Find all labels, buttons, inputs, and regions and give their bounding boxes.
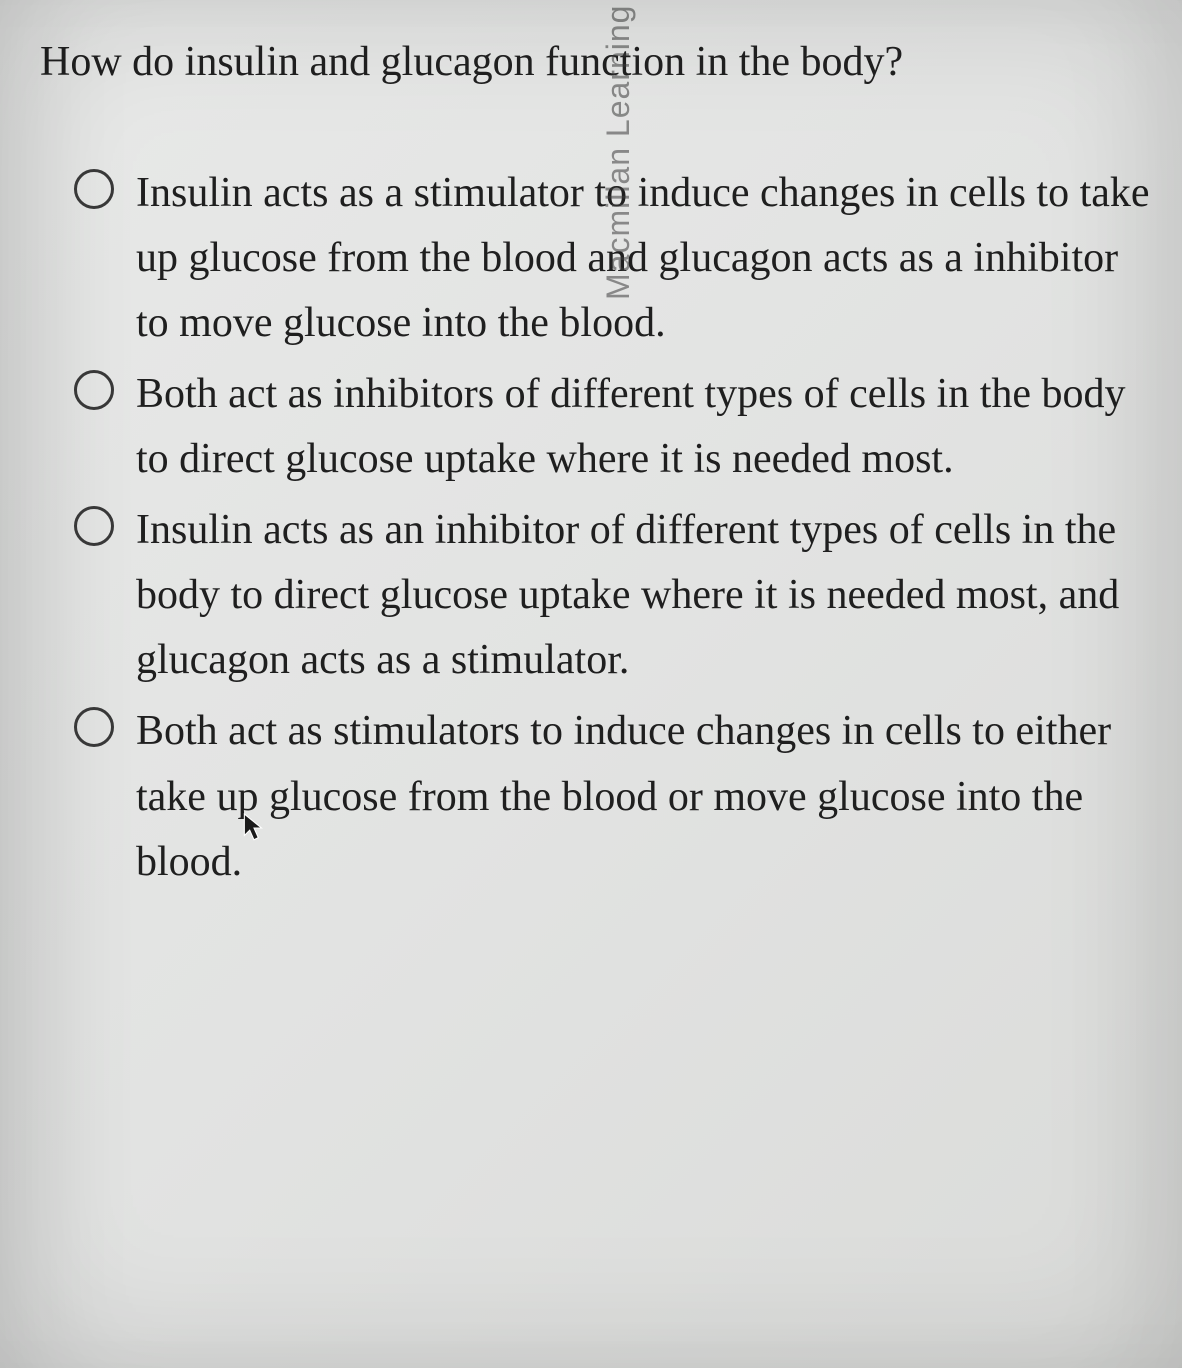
option-2-text: Both act as inhibitors of different type…	[136, 362, 1152, 492]
option-3-text: Insulin acts as an inhibitor of differen…	[136, 498, 1152, 693]
radio-icon[interactable]	[74, 707, 114, 747]
options-group: Insulin acts as a stimulator to induce c…	[40, 161, 1152, 895]
option-3[interactable]: Insulin acts as an inhibitor of differen…	[74, 498, 1152, 693]
radio-icon[interactable]	[74, 169, 114, 209]
option-4[interactable]: Both act as stimulators to induce change…	[74, 699, 1152, 894]
radio-icon[interactable]	[74, 506, 114, 546]
question-text: How do insulin and glucagon function in …	[40, 34, 1152, 91]
option-1[interactable]: Insulin acts as a stimulator to induce c…	[74, 161, 1152, 356]
option-2[interactable]: Both act as inhibitors of different type…	[74, 362, 1152, 492]
option-4-text: Both act as stimulators to induce change…	[136, 699, 1152, 894]
option-1-text: Insulin acts as a stimulator to induce c…	[136, 161, 1152, 356]
radio-icon[interactable]	[74, 370, 114, 410]
question-page: How do insulin and glucagon function in …	[0, 0, 1182, 941]
